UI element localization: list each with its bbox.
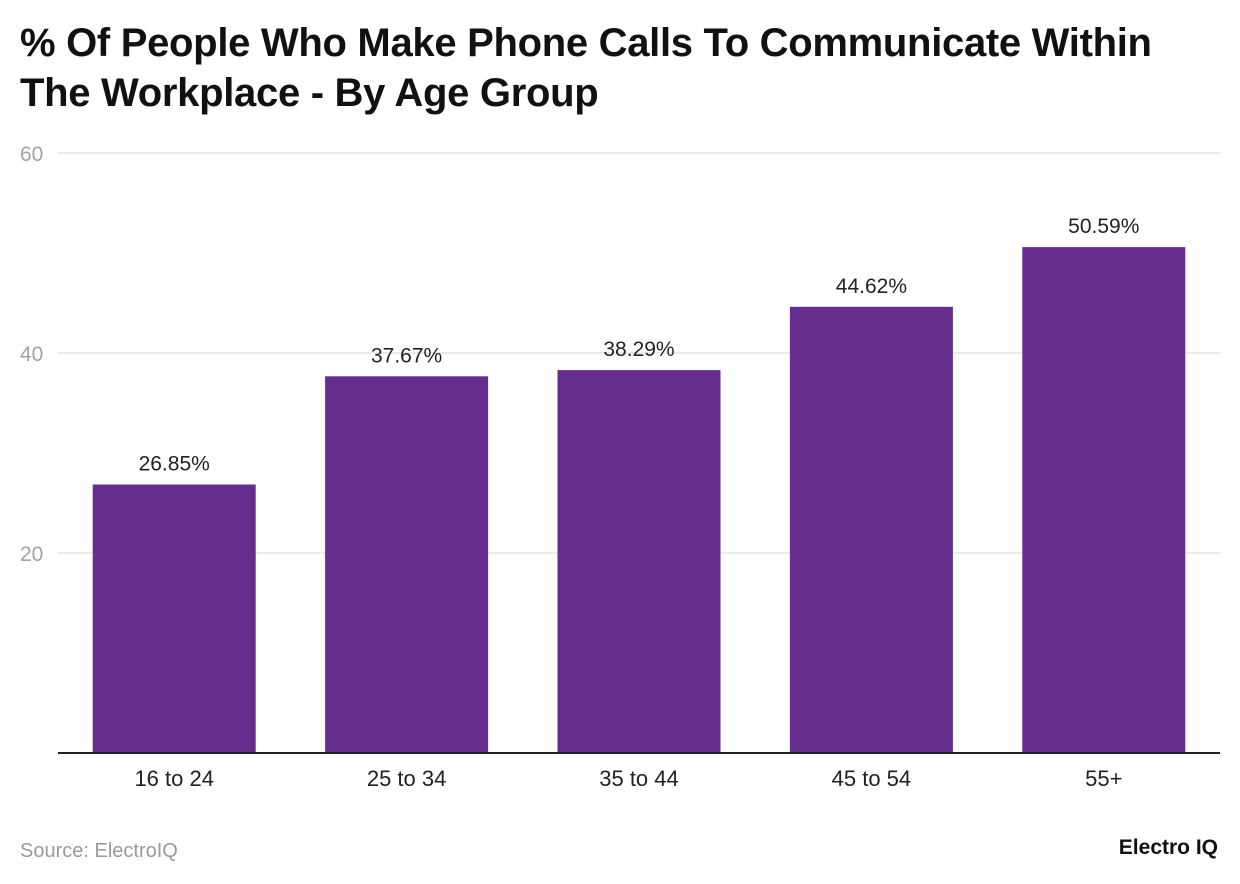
x-tick-label: 45 to 54 [832,766,912,791]
y-tick-label: 60 [20,143,43,166]
bar [325,376,489,753]
bar [557,370,721,753]
x-tick-label: 55+ [1085,766,1122,791]
labels: 26.85% 16 to 24 37.67% 25 to 34 38.29% 35 to … [134,215,1139,791]
chart-title: % Of People Who Make Phone Calls To Comm… [20,21,1152,115]
data-label: 26.85% [139,453,210,476]
brand-logo: Electro IQ [1118,836,1218,859]
x-tick-label: 25 to 34 [367,766,447,791]
x-tick-label: 35 to 44 [599,766,679,791]
source-note: Source: ElectroIQ [20,840,178,862]
y-tick-label: 20 [20,543,43,566]
data-label: 37.67% [371,344,442,367]
y-tick-label: 40 [20,343,43,366]
data-label: 50.59% [1068,215,1139,238]
bars [92,247,1186,753]
bar [92,484,256,753]
bar [1022,247,1186,753]
bar [789,306,953,753]
data-label: 38.29% [603,338,674,361]
x-tick-label: 16 to 24 [134,766,214,791]
data-label: 44.62% [836,275,907,298]
